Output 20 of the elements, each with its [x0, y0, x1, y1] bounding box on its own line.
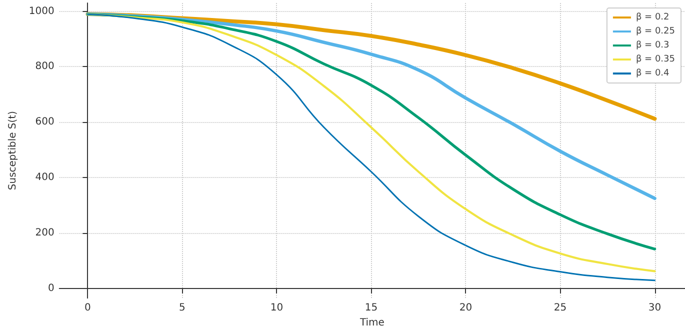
y-tick-label: 200	[35, 227, 54, 238]
x-tick-label: 30	[648, 302, 662, 314]
legend-label: β = 0.35	[636, 54, 675, 64]
legend-label: β = 0.3	[636, 40, 670, 50]
y-tick-label: 0	[48, 282, 54, 294]
x-tick-label: 20	[459, 302, 472, 314]
x-tick-label: 15	[364, 302, 378, 314]
legend-label: β = 0.2	[636, 12, 670, 22]
x-axis-title: Time	[358, 318, 384, 328]
x-tick-label: 10	[270, 302, 284, 314]
legend-label: β = 0.4	[636, 68, 670, 78]
legend-label: β = 0.25	[636, 26, 675, 36]
x-tick-label: 5	[179, 302, 186, 314]
y-tick-label: 800	[35, 61, 54, 72]
y-axis-title: Susceptible S(t)	[8, 110, 18, 190]
y-tick-label: 600	[35, 116, 54, 128]
y-tick-label: 400	[35, 172, 54, 184]
x-tick-label: 25	[554, 302, 567, 314]
x-tick-label: 0	[84, 302, 91, 314]
y-tick-label: 1000	[28, 6, 54, 17]
